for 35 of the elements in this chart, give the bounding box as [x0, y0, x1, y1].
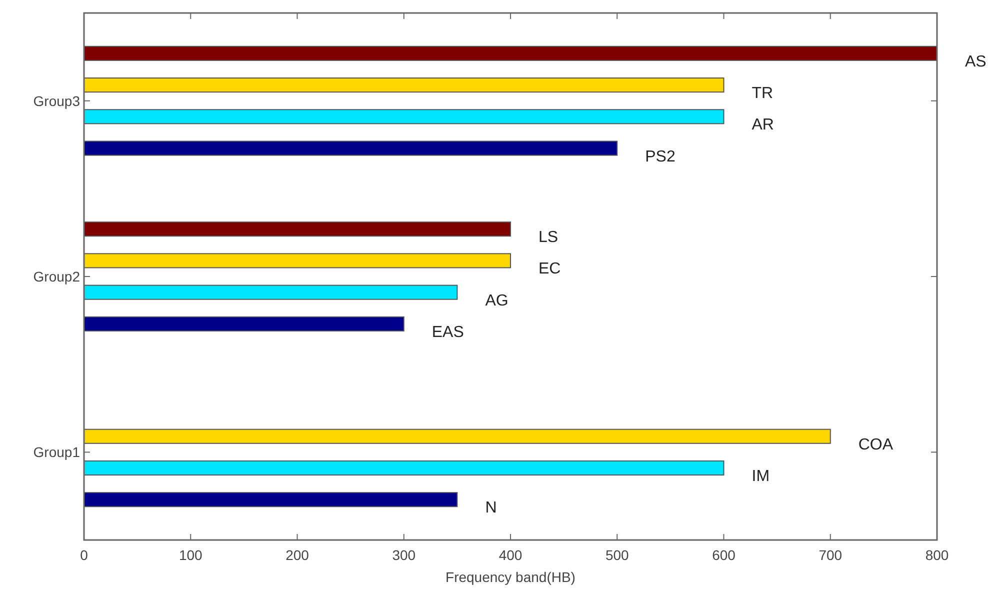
x-tick-label: 0: [80, 547, 88, 563]
bar: [84, 284, 458, 300]
data-label: EC: [538, 260, 561, 278]
x-tick-label: 400: [498, 547, 522, 563]
x-tick-label: 100: [178, 547, 203, 563]
data-label: LS: [538, 229, 558, 246]
data-label: IM: [752, 468, 770, 485]
data-label: PS2: [645, 148, 676, 166]
x-tick-label: 600: [712, 547, 736, 563]
y-tick-label: Group1: [33, 444, 80, 460]
x-tick-label: 200: [286, 547, 310, 563]
bar: [84, 140, 618, 156]
y-tick-label: Group3: [33, 92, 80, 109]
x-tick-label: 300: [392, 547, 416, 563]
data-label: N: [485, 500, 497, 517]
data-label: AR: [752, 116, 774, 134]
bar: [84, 77, 724, 93]
bar: [84, 222, 511, 237]
bar: [84, 46, 938, 61]
x-tick-label: 800: [925, 547, 949, 563]
x-tick-label: 500: [605, 547, 630, 563]
bar: [84, 428, 831, 444]
bar: [84, 492, 458, 508]
data-label: AS: [965, 53, 986, 70]
bar: [84, 460, 724, 476]
bar: [84, 253, 511, 268]
bar: [84, 109, 724, 124]
x-axis-title: Frequency band(HB): [446, 569, 576, 585]
x-tick-label: 700: [818, 547, 842, 563]
data-label: COA: [858, 436, 894, 454]
data-label: TR: [752, 85, 774, 102]
y-tick-label: Group2: [33, 268, 80, 284]
data-label: AG: [485, 292, 508, 310]
data-label: EAS: [432, 324, 464, 341]
bar: [84, 316, 404, 332]
